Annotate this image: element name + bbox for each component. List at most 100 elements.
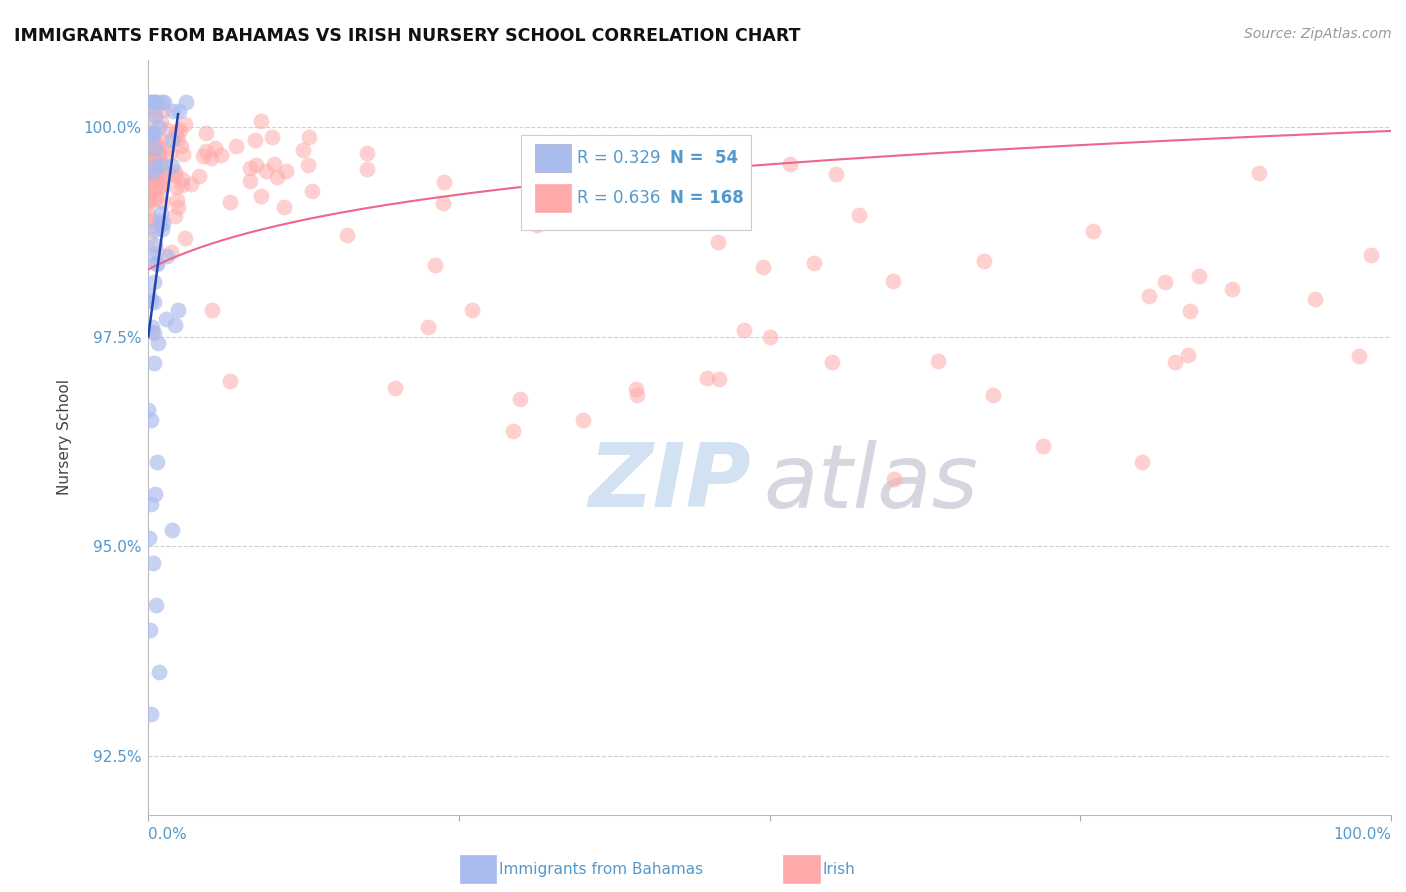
Point — [502, 424, 524, 438]
Point — [249, 189, 271, 203]
Point — [927, 354, 949, 368]
Point — [225, 139, 247, 153]
Point — [155, 142, 177, 156]
Point — [356, 162, 378, 177]
FancyBboxPatch shape — [534, 185, 571, 212]
Text: R = 0.636: R = 0.636 — [576, 189, 661, 207]
Point — [138, 230, 160, 244]
Point — [142, 127, 165, 141]
Point — [273, 200, 295, 214]
Point — [143, 487, 166, 501]
Point — [356, 146, 378, 161]
Point — [188, 169, 211, 184]
Point — [145, 179, 167, 194]
Point — [167, 303, 190, 318]
Point — [143, 237, 166, 252]
Point — [148, 120, 170, 134]
Point — [148, 148, 170, 162]
Point — [136, 103, 159, 117]
Point — [266, 170, 288, 185]
Point — [172, 146, 194, 161]
Point — [146, 150, 169, 164]
Point — [139, 293, 162, 308]
Point — [173, 230, 195, 244]
Point — [162, 104, 184, 119]
Point — [193, 149, 215, 163]
Point — [1137, 289, 1160, 303]
Point — [142, 159, 165, 173]
Point — [848, 208, 870, 222]
Point — [170, 172, 193, 186]
Point — [779, 157, 801, 171]
Point — [139, 153, 162, 168]
Point — [209, 148, 232, 162]
Point — [138, 167, 160, 181]
Text: IMMIGRANTS FROM BAHAMAS VS IRISH NURSERY SCHOOL CORRELATION CHART: IMMIGRANTS FROM BAHAMAS VS IRISH NURSERY… — [14, 27, 800, 45]
Point — [200, 151, 222, 165]
Point — [696, 371, 718, 385]
Point — [1220, 282, 1243, 296]
Point — [141, 145, 163, 160]
Point — [163, 169, 186, 183]
Point — [1348, 349, 1371, 363]
Point — [160, 523, 183, 537]
Point — [143, 142, 166, 156]
Point — [141, 247, 163, 261]
Point — [665, 185, 688, 199]
Text: N =  54: N = 54 — [671, 149, 738, 167]
Point — [138, 211, 160, 226]
Y-axis label: Nursery School: Nursery School — [58, 379, 72, 495]
Point — [143, 223, 166, 237]
Point — [138, 131, 160, 145]
Point — [297, 130, 319, 145]
Point — [173, 117, 195, 131]
Point — [821, 355, 844, 369]
Point — [150, 95, 173, 109]
Point — [526, 219, 548, 233]
Text: atlas: atlas — [763, 440, 979, 525]
Text: ZIP: ZIP — [588, 439, 751, 526]
Point — [141, 707, 163, 722]
Point — [509, 392, 531, 406]
Point — [160, 159, 183, 173]
Point — [159, 244, 181, 259]
Point — [145, 178, 167, 192]
Point — [138, 169, 160, 183]
Point — [150, 155, 173, 169]
Point — [1153, 275, 1175, 289]
Point — [733, 322, 755, 336]
Point — [142, 326, 165, 340]
Point — [142, 128, 165, 142]
Point — [883, 472, 905, 486]
Point — [150, 133, 173, 147]
Point — [138, 168, 160, 182]
Point — [138, 531, 160, 545]
Point — [239, 174, 262, 188]
Point — [138, 159, 160, 173]
Text: N = 168: N = 168 — [671, 189, 744, 207]
Point — [297, 157, 319, 171]
Point — [145, 141, 167, 155]
Point — [149, 180, 172, 194]
Point — [145, 159, 167, 173]
Point — [156, 249, 179, 263]
Point — [166, 193, 188, 207]
Point — [143, 192, 166, 206]
Point — [180, 177, 202, 191]
Point — [152, 194, 174, 209]
Point — [195, 126, 218, 140]
Point — [195, 144, 218, 158]
Point — [139, 182, 162, 196]
FancyBboxPatch shape — [534, 145, 571, 172]
Point — [139, 497, 162, 511]
Point — [254, 164, 277, 178]
Point — [138, 624, 160, 638]
Point — [145, 176, 167, 190]
Point — [138, 152, 160, 166]
Point — [139, 182, 162, 196]
Point — [148, 665, 170, 680]
Point — [170, 139, 193, 153]
Point — [174, 95, 197, 109]
Point — [152, 216, 174, 230]
Text: 100.0%: 100.0% — [1333, 828, 1391, 842]
